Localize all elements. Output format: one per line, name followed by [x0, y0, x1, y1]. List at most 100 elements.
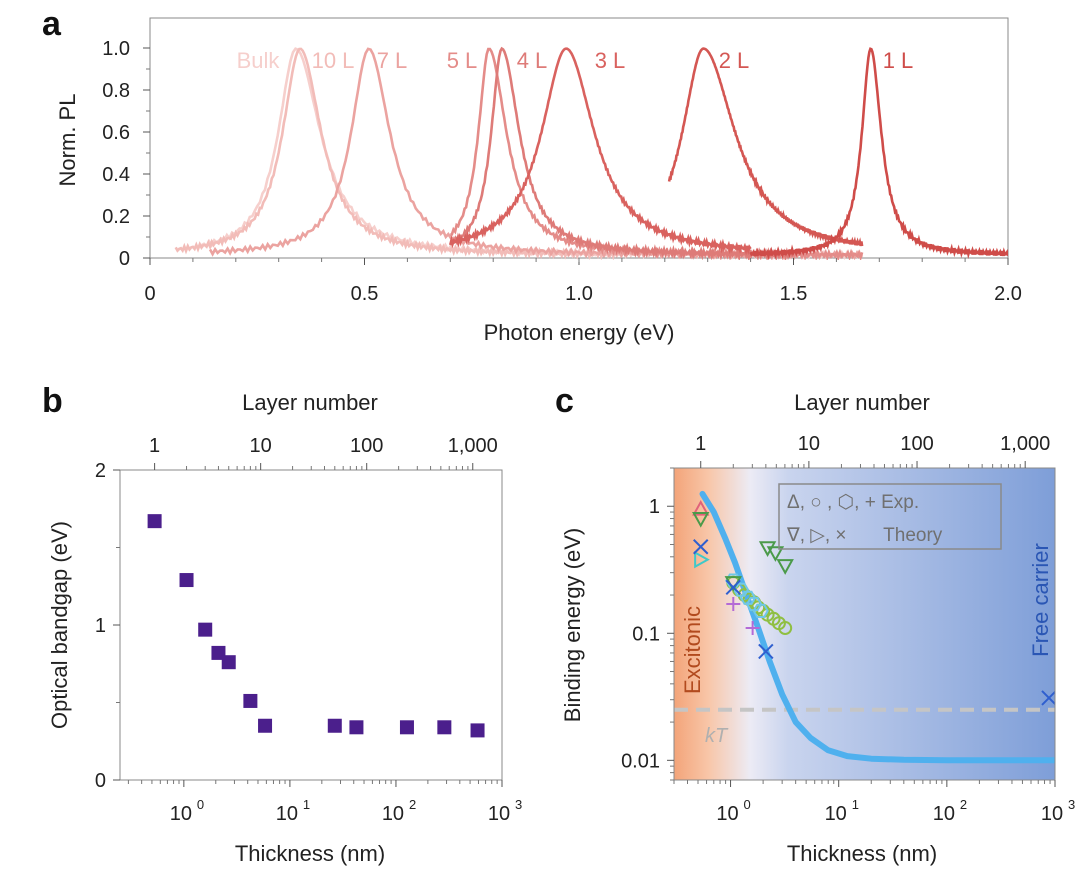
bandgap-point — [327, 718, 342, 733]
panel-b-letter: b — [42, 382, 63, 420]
panel-a-letter: a — [42, 5, 62, 43]
bandgap-point — [470, 723, 485, 738]
panel-c-excitonic-label: Excitonic — [680, 606, 705, 694]
pl-curve-label: 4 L — [517, 48, 548, 73]
panel-b-xlabel: Thickness (nm) — [235, 841, 385, 866]
exp-hexagon-point — [739, 590, 757, 605]
panel-c-ylabel: Binding energy (eV) — [560, 528, 585, 722]
pl-curve-label: 5 L — [447, 48, 478, 73]
y-tick-label: 0.6 — [102, 122, 130, 144]
exp-plus-point — [726, 597, 741, 612]
top-tick-label: 1,000 — [1000, 433, 1050, 455]
panel-c-kt-label: kT — [705, 725, 729, 747]
panel-c-free-carrier-label: Free carrier — [1028, 543, 1053, 657]
top-tick-label: 1,000 — [448, 435, 498, 457]
y-tick-label: 2 — [95, 460, 106, 482]
pl-curve — [449, 46, 795, 260]
panel-b-ylabel: Optical bandgap (eV) — [47, 521, 72, 729]
top-tick-label: 100 — [350, 435, 383, 457]
x-tick-label: 10 — [716, 803, 738, 825]
x-tick-label: 10 — [1041, 803, 1063, 825]
y-tick-label: 1.0 — [102, 38, 130, 60]
pl-curve — [749, 47, 1008, 260]
theory-cross-point — [693, 539, 709, 555]
exp-hexagon-point — [745, 596, 763, 612]
x-tick-label: 10 — [170, 803, 192, 825]
theory-cross-point — [1041, 690, 1055, 706]
top-tick-label: 10 — [250, 435, 272, 457]
y-tick-label: 0.01 — [621, 750, 660, 772]
x-tick-label: 10 — [933, 803, 955, 825]
exp-hexagon-point — [752, 603, 769, 618]
pl-curve-label: Bulk — [237, 48, 281, 73]
y-tick-label: 1 — [95, 615, 106, 637]
y-tick-label: 0.2 — [102, 206, 130, 228]
theory-down-triangle-point — [766, 546, 785, 562]
pl-curve-label: 2 L — [719, 48, 750, 73]
x-tick-label: 0.5 — [351, 283, 379, 305]
theory-right-triangle-point — [694, 550, 710, 569]
pl-curve — [449, 47, 752, 256]
panel-c-legend-exp: Δ, ○ , ⬡, + Exp. — [787, 492, 919, 513]
x-tick-label: 10 — [382, 803, 404, 825]
theory-down-triangle-point — [758, 541, 777, 557]
pl-curve-label: 1 L — [883, 48, 914, 73]
x-tick-label: 10 — [825, 803, 847, 825]
x-tick-exponent: 2 — [960, 797, 967, 812]
top-tick-label: 1 — [149, 435, 160, 457]
bandgap-point — [147, 514, 162, 529]
panel-c-legend-box — [778, 483, 1002, 550]
bandgap-point — [221, 655, 236, 670]
x-tick-exponent: 3 — [1068, 797, 1075, 812]
panel-c-frame — [673, 467, 1056, 781]
y-tick-label: 0.1 — [632, 623, 660, 645]
panel-a-xlabel: Photon energy (eV) — [484, 320, 675, 345]
panel-c-top-xlabel: Layer number — [794, 390, 930, 415]
bandgap-point — [179, 573, 194, 588]
bandgap-point — [198, 622, 213, 637]
x-tick-label: 0 — [144, 283, 155, 305]
y-tick-label: 0 — [119, 248, 130, 270]
top-tick-label: 1 — [695, 433, 706, 455]
pl-curve-label: 7 L — [377, 48, 408, 73]
top-tick-label: 100 — [900, 433, 933, 455]
y-tick-label: 1 — [649, 496, 660, 518]
panel-c-background — [674, 468, 1055, 780]
panel-c-legend-theory: ∇, ▷, × Theory — [786, 525, 943, 546]
x-tick-label: 10 — [276, 803, 298, 825]
panel-b-top-xlabel: Layer number — [242, 390, 378, 415]
y-tick-label: 0 — [95, 770, 106, 792]
x-tick-exponent: 0 — [197, 797, 204, 812]
x-tick-label: 2.0 — [994, 283, 1022, 305]
bandgap-point — [399, 720, 414, 735]
exp-circle-point — [778, 621, 793, 636]
x-tick-label: 10 — [488, 803, 510, 825]
theory-down-triangle-point — [776, 559, 794, 575]
fit-curve — [699, 490, 1055, 764]
bandgap-point — [349, 720, 364, 735]
bandgap-point — [243, 693, 258, 708]
y-tick-label: 0.4 — [102, 164, 130, 186]
panel-c-letter: c — [555, 382, 574, 420]
theory-down-triangle-point — [692, 511, 710, 528]
x-tick-exponent: 0 — [744, 797, 751, 812]
panel-c-xlabel: Thickness (nm) — [787, 841, 937, 866]
pl-curve — [667, 47, 864, 247]
pl-curve-label: 10 L — [312, 48, 355, 73]
panel-a-chart: Bulk 10 L 7 L 5 L 4 L 3 L 2 L 1 L 0 0.5 1.0 1.5 2.0… — [55, 17, 1022, 345]
panel-a-ylabel: Norm. PL — [55, 94, 80, 187]
x-tick-exponent: 3 — [515, 797, 522, 812]
pl-curve-label: 3 L — [595, 48, 626, 73]
x-tick-label: 1.0 — [565, 283, 593, 305]
exp-plus-point — [745, 621, 760, 636]
bandgap-point — [258, 718, 273, 733]
x-tick-label: 1.5 — [780, 283, 808, 305]
x-tick-exponent: 1 — [852, 797, 859, 812]
top-tick-label: 10 — [798, 433, 820, 455]
x-tick-exponent: 1 — [303, 797, 310, 812]
exp-triangle-point — [692, 500, 710, 516]
bandgap-point — [437, 720, 452, 735]
